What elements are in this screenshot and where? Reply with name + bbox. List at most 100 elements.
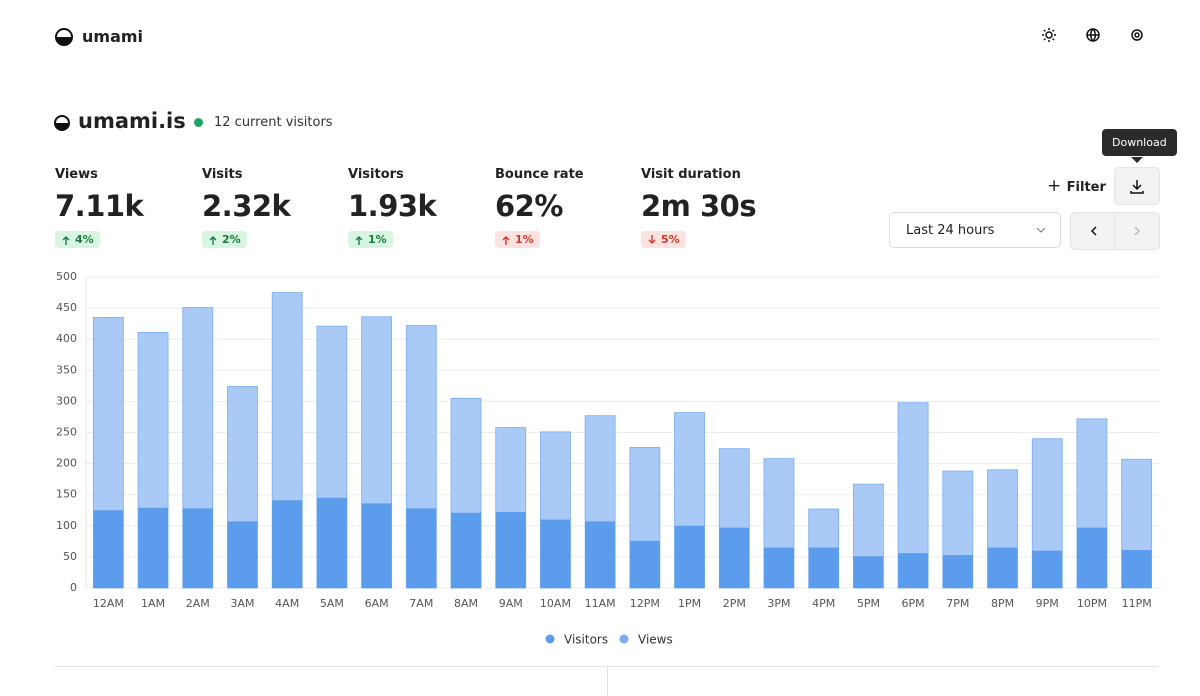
x-tick-label: 2PM [723, 597, 746, 610]
x-tick-label: 1PM [678, 597, 701, 610]
visitors-bar [361, 503, 392, 588]
visitors-bar [719, 527, 750, 588]
y-tick-label: 150 [56, 488, 77, 501]
legend-label: Views [638, 633, 673, 647]
change-arrow [355, 235, 363, 245]
metric-change: 1% [495, 231, 540, 248]
download-button[interactable] [1114, 167, 1160, 205]
change-text: 1% [515, 233, 534, 246]
x-tick-label: 3AM [230, 597, 254, 610]
visitors-bar [451, 512, 482, 588]
x-tick-label: 4AM [275, 597, 299, 610]
x-tick-label: 10AM [540, 597, 571, 610]
x-tick-label: 1AM [141, 597, 165, 610]
x-tick-label: 12AM [93, 597, 124, 610]
visitors-bar [898, 553, 929, 588]
metric-value: 1.93k [348, 189, 437, 223]
visitors-bar [93, 510, 124, 588]
visitors-bar [540, 519, 571, 588]
range-label[interactable]: Last 24 hours [906, 223, 995, 238]
header-icons[interactable] [1041, 27, 1151, 45]
legend-label: Visitors [564, 633, 608, 647]
y-tick-label: 250 [56, 426, 77, 439]
tooltip-arrow [1131, 157, 1143, 163]
x-tick-label: 9PM [1036, 597, 1059, 610]
change-arrow [209, 235, 217, 245]
y-tick-label: 200 [56, 457, 77, 470]
visitors-bar [629, 540, 660, 588]
visitors-bar [495, 512, 526, 588]
visitors-bar [182, 508, 213, 588]
x-tick-label: 10PM [1077, 597, 1107, 610]
filter-label[interactable]: Filter [1066, 180, 1106, 195]
chart: 0 50 100 150 200 250 300 350 400 450 500 12AM 1AM 2AM… [56, 270, 1159, 647]
x-tick-label: 7AM [409, 597, 433, 610]
visitors-bar [138, 507, 169, 588]
change-text: 4% [75, 233, 94, 246]
x-tick-label: 8PM [991, 597, 1014, 610]
change-arrow [648, 234, 656, 244]
visitors-bar [853, 556, 884, 588]
visitors-bar [585, 521, 616, 588]
x-tick-label: 4PM [812, 597, 835, 610]
visitors-bar [1076, 527, 1107, 588]
divider [55, 666, 1158, 667]
x-tick-label: 6AM [365, 597, 389, 610]
logo [55, 28, 73, 46]
y-tick-label: 400 [56, 332, 77, 345]
filter-button[interactable]: + Filter [1047, 176, 1106, 196]
divider-vertical [607, 666, 608, 696]
change-text: 2% [222, 233, 241, 246]
y-tick-label: 350 [56, 363, 77, 376]
range-nav[interactable] [1070, 212, 1160, 250]
x-tick-label: 8AM [454, 597, 478, 610]
legend-swatch [545, 634, 555, 644]
x-tick-label: 3PM [767, 597, 790, 610]
visitors-bar [763, 547, 794, 588]
y-tick-label: 100 [56, 519, 77, 532]
metric-label: Bounce rate [495, 167, 584, 182]
metric-change: 5% [641, 231, 686, 248]
change-text: 1% [368, 233, 387, 246]
x-tick-label: 11PM [1122, 597, 1152, 610]
site-icon [54, 115, 70, 131]
visitors-bar [316, 497, 347, 588]
metric-change: 1% [348, 231, 393, 248]
metric-label: Views [55, 167, 98, 182]
visitors-bar [1032, 550, 1063, 588]
live-dot [194, 118, 203, 127]
x-tick-label: 9AM [499, 597, 523, 610]
x-tick-label: 11AM [585, 597, 616, 610]
metric-change: 2% [202, 231, 247, 248]
visitors-bar [406, 508, 437, 588]
metric-change: 4% [55, 231, 100, 248]
range-select[interactable]: Last 24 hours [889, 212, 1061, 248]
visitors-bar [987, 547, 1018, 588]
visitors-bar [272, 500, 303, 588]
x-tick-label: 6PM [902, 597, 925, 610]
visitors-bar [674, 525, 705, 588]
x-tick-label: 5AM [320, 597, 344, 610]
metric-label: Visits [202, 167, 243, 182]
brand: umami [82, 27, 144, 46]
metric-label: Visit duration [641, 167, 741, 182]
y-tick-label: 0 [70, 581, 77, 594]
metric-value: 62% [495, 189, 563, 223]
y-tick-label: 50 [63, 550, 77, 563]
site-name: umami.is [78, 109, 186, 133]
visitors-bar [227, 521, 258, 588]
y-tick-label: 500 [56, 270, 77, 283]
change-arrow [502, 235, 510, 245]
metric-value: 2.32k [202, 189, 291, 223]
metric-value: 7.11k [55, 189, 144, 223]
legend-swatch [619, 634, 629, 644]
x-tick-label: 7PM [946, 597, 969, 610]
visitors-bar [808, 547, 839, 588]
live-visitors: 12 current visitors [214, 115, 333, 130]
y-tick-label: 450 [56, 301, 77, 314]
change-text: 5% [661, 233, 680, 246]
visitors-bar [942, 555, 973, 588]
metric-label: Visitors [348, 167, 404, 182]
tooltip: Download [1102, 129, 1177, 156]
